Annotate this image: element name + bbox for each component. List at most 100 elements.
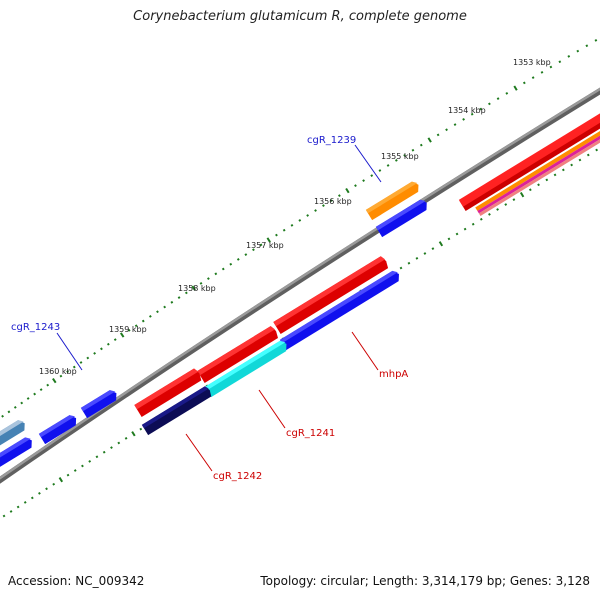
- inner-minor-tick: [479, 217, 483, 221]
- inner-minor-tick: [488, 213, 491, 216]
- inner-minor-tick: [431, 247, 435, 250]
- map-title: Corynebacterium glutamicum R, complete g…: [133, 9, 467, 24]
- cds-cgR-1241[interactable]: [204, 339, 290, 398]
- inner-minor-tick: [399, 266, 403, 270]
- inner-major-tick: [438, 241, 444, 247]
- inner-minor-tick: [553, 173, 557, 177]
- outer-minor-tick: [106, 342, 110, 346]
- ruler-label-1360: 1360 kbp: [39, 367, 77, 376]
- outer-minor-tick: [163, 305, 167, 309]
- outer-minor-tick: [86, 356, 90, 360]
- outer-minor-tick: [479, 107, 483, 111]
- outer-minor-tick: [585, 44, 589, 48]
- inner-minor-tick: [2, 514, 6, 518]
- inner-minor-tick: [537, 183, 540, 187]
- outer-minor-tick: [229, 262, 233, 266]
- outer-minor-tick: [1, 414, 4, 418]
- outer-minor-tick: [370, 174, 374, 177]
- outer-minor-tick: [282, 228, 286, 232]
- outer-minor-tick: [576, 49, 580, 53]
- gene-label-cgR-1241[interactable]: cgR_1241: [286, 428, 335, 439]
- outer-minor-tick: [594, 38, 598, 42]
- inner-minor-tick: [561, 168, 565, 172]
- outer-major-tick: [191, 285, 196, 291]
- outer-minor-tick: [93, 352, 96, 355]
- outer-minor-tick: [306, 214, 310, 217]
- outer-minor-tick: [127, 328, 131, 332]
- outer-minor-tick: [72, 365, 76, 369]
- outer-tick-ring: [1, 38, 598, 418]
- outer-minor-tick: [59, 374, 63, 378]
- inner-minor-tick: [124, 436, 128, 440]
- outer-minor-tick: [26, 397, 30, 400]
- cds-forward-right[interactable]: [458, 106, 600, 221]
- outer-minor-tick: [470, 112, 474, 116]
- outer-minor-tick: [46, 383, 50, 387]
- gene-labels: cgR_1239 cgR_1243 mhpA cgR_1241 cgR_1242: [11, 135, 408, 482]
- cds-steel-left[interactable]: [0, 418, 28, 448]
- outer-minor-tick: [156, 310, 159, 314]
- outer-minor-tick: [290, 223, 294, 227]
- outer-major-tick: [119, 332, 125, 338]
- cds-reverse-left-1[interactable]: [38, 413, 79, 445]
- inner-minor-tick: [455, 232, 459, 236]
- ruler-labels: 1353 kbp 1354 kbp 1355 kbp 1356 kbp 1357…: [39, 58, 551, 376]
- cds-cgR-1243[interactable]: [80, 388, 120, 419]
- ruler-label-1354: 1354 kbp: [448, 106, 486, 115]
- inner-minor-tick: [471, 222, 475, 226]
- outer-minor-tick: [141, 319, 145, 323]
- inner-minor-tick: [407, 261, 411, 265]
- outer-minor-tick: [462, 118, 465, 121]
- outer-minor-tick: [522, 81, 526, 85]
- outer-minor-tick: [419, 143, 423, 147]
- outer-minor-tick: [330, 199, 333, 202]
- gene-label-mhpA[interactable]: mhpA: [379, 369, 408, 380]
- outer-minor-tick: [362, 179, 365, 182]
- outer-minor-tick: [221, 267, 225, 271]
- outer-minor-tick: [20, 401, 24, 405]
- outer-minor-tick: [558, 60, 562, 64]
- cds-forward-1241[interactable]: [197, 325, 279, 383]
- outer-minor-tick: [148, 315, 152, 318]
- cds-mhpA-forward[interactable]: [273, 255, 389, 334]
- inner-minor-tick: [66, 473, 70, 477]
- outer-minor-tick: [184, 291, 188, 295]
- cds-cgR-1239[interactable]: [365, 180, 422, 221]
- gene-label-cgR-1243[interactable]: cgR_1243: [11, 322, 60, 333]
- outer-major-tick: [345, 187, 350, 194]
- outer-minor-tick: [259, 243, 263, 247]
- inner-major-tick: [519, 192, 525, 198]
- outer-minor-tick: [488, 102, 491, 106]
- inner-minor-tick: [110, 446, 113, 449]
- outer-minor-tick: [170, 300, 174, 304]
- inner-minor-tick: [9, 510, 13, 513]
- outer-minor-tick: [39, 388, 43, 391]
- cds-forward-1242[interactable]: [134, 367, 203, 417]
- inner-minor-tick: [545, 178, 549, 182]
- cds-reverse-left-2[interactable]: [0, 435, 35, 472]
- outer-minor-tick: [113, 338, 117, 342]
- inner-minor-tick: [23, 501, 27, 504]
- outer-minor-tick: [134, 324, 138, 328]
- outer-minor-tick: [236, 258, 240, 261]
- outer-minor-tick: [177, 296, 181, 299]
- outer-minor-tick: [505, 91, 509, 95]
- inner-minor-tick: [52, 482, 56, 486]
- gene-label-cgR-1242[interactable]: cgR_1242: [213, 471, 262, 482]
- outer-minor-tick: [354, 184, 357, 187]
- inner-minor-tick: [95, 455, 99, 459]
- outer-major-tick: [427, 137, 432, 143]
- outer-minor-tick: [314, 209, 317, 212]
- outer-minor-tick: [567, 55, 571, 58]
- inner-minor-tick: [463, 227, 467, 231]
- cds-mhpA[interactable]: [279, 269, 402, 351]
- inner-minor-tick: [578, 158, 582, 162]
- outer-minor-tick: [445, 128, 448, 132]
- cds-cgR-1242[interactable]: [141, 385, 213, 436]
- outer-minor-tick: [531, 76, 535, 79]
- cds-reverse-near-1239[interactable]: [375, 198, 430, 238]
- outer-minor-tick: [275, 233, 278, 237]
- inner-minor-tick: [102, 450, 106, 454]
- gene-label-cgR-1239[interactable]: cgR_1239: [307, 135, 356, 146]
